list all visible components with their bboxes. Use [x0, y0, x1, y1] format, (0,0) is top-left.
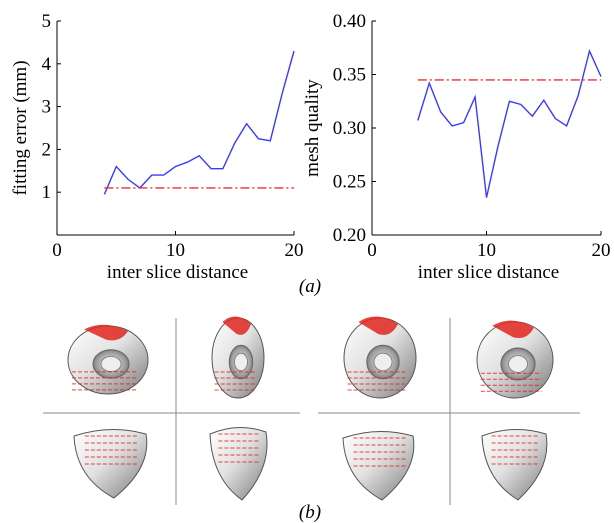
mesh-inner-ring [373, 352, 393, 372]
y-tick-label: 0.40 [333, 11, 366, 32]
error-region [84, 324, 128, 341]
heart-mesh-top-view [476, 320, 554, 399]
error-region [492, 320, 534, 339]
heart-mesh-side-view [209, 427, 268, 501]
y-tick-label: 1 [42, 182, 52, 203]
mesh-surface [481, 428, 548, 501]
x-tick-label: 20 [285, 240, 304, 261]
y-axis-label: fitting error (mm) [10, 60, 31, 195]
error-region [358, 316, 398, 335]
y-tick-label: 3 [42, 97, 52, 118]
y-tick-label: 0.20 [333, 225, 366, 246]
y-tick-label: 2 [42, 139, 52, 160]
fitting-error-chart: 1 2 3 4 5 0 10 20 inter slice distance fitting er… [10, 11, 304, 283]
data-series-line [417, 48, 602, 198]
y-tick-label: 4 [42, 54, 52, 75]
y-axis-label: mesh quality [302, 79, 323, 177]
x-axis-label: inter slice distance [418, 262, 559, 283]
heart-mesh-top-view [343, 316, 417, 399]
heart-mesh-top-view [211, 316, 265, 399]
y-tick-label: 5 [42, 11, 52, 32]
heart-mesh-side-view [342, 430, 415, 501]
mesh-views-panel [43, 316, 580, 505]
mesh-quality-chart: 0.20 0.25 0.30 0.35 0.40 0 10 20 inter slice dis… [302, 11, 611, 283]
x-tick-label: 10 [477, 240, 496, 261]
error-region [222, 316, 251, 335]
mesh-inner-ring [508, 355, 528, 373]
mesh-inner-ring [100, 356, 122, 372]
x-tick-label: 0 [367, 240, 377, 261]
heart-mesh-side-view [481, 428, 548, 501]
heart-mesh-top-view [67, 324, 149, 395]
x-tick-label: 0 [52, 240, 62, 261]
y-tick-label: 0.35 [333, 65, 366, 86]
mesh-surface [209, 427, 268, 501]
y-tick-label: 0.30 [333, 118, 366, 139]
x-tick-label: 20 [592, 240, 611, 261]
heart-mesh-side-view [73, 428, 148, 499]
caption-a: (a) [299, 276, 321, 297]
x-axis-label: inter slice distance [107, 262, 248, 283]
caption-b: (b) [299, 502, 321, 523]
mesh-inner-ring [234, 352, 248, 372]
y-tick-label: 0.25 [333, 172, 366, 193]
x-tick-label: 10 [166, 240, 185, 261]
data-series-line [103, 50, 295, 195]
